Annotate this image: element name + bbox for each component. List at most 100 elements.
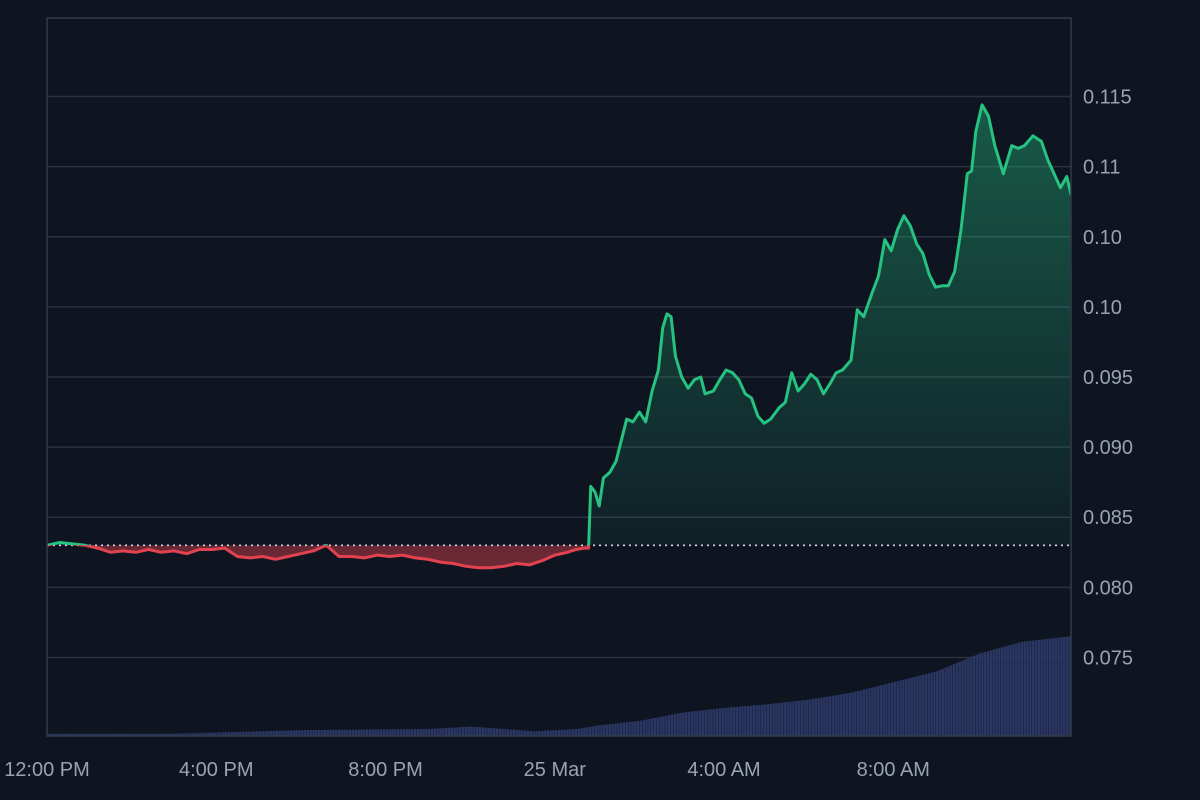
volume-bar [298,730,301,736]
volume-bar [811,698,815,736]
volume-bar [148,733,152,736]
volume-bar [961,660,964,736]
volume-bar [944,667,947,736]
volume-bar [332,729,335,736]
y-tick-label: 0.115 [1083,87,1132,109]
volume-bar [673,714,676,736]
volume-bar [518,730,521,736]
volume-bar [701,710,705,736]
volume-bar [924,674,928,736]
volume-bar [721,708,724,736]
x-tick-label: 12:00 PM [4,759,90,781]
volume-bar [117,733,120,736]
volume-bar [216,732,219,736]
volume-bar [617,723,620,736]
volume-bar [507,729,510,736]
volume-bar [580,728,583,736]
volume-bar [89,733,92,736]
volume-bar [735,706,739,736]
volume-bar [444,727,448,736]
volume-bar [662,716,665,736]
volume-bar [710,709,713,736]
volume-bar [930,672,933,736]
volume-bar [284,730,287,736]
volume-bar [936,671,939,736]
volume-bar [1000,647,1004,736]
volume-bar [238,731,242,736]
volume-bar [49,733,53,736]
volume-bar [628,721,631,736]
volume-bar [492,728,496,736]
volume-bar [348,729,352,736]
volume-bar [823,697,826,736]
volume-bar [272,730,276,736]
price-line-down [47,545,591,570]
volume-bar [854,691,857,736]
volume-bar [55,733,58,736]
volume-bar [583,727,586,736]
volume-bar [128,733,132,736]
y-tick-label: 0.090 [1083,437,1133,459]
volume-bar [834,695,837,736]
volume-bar [193,733,197,736]
volume-bar [814,698,818,736]
volume-bar [1012,644,1015,736]
volume-bar [913,676,916,736]
volume-bar [185,733,188,736]
volume-bar [190,733,194,736]
volume-bar [998,648,1001,736]
volume-bar [495,728,499,736]
volume-bar [422,728,425,736]
volume-bar [267,731,270,736]
volume-bar [676,713,679,736]
volume-bar [857,690,860,736]
volume-bar [219,732,222,736]
volume-bar [684,712,688,736]
volume-bar [571,729,575,736]
volume-bar [809,699,812,736]
volume-bar [385,729,389,736]
volume-bar [75,733,78,736]
volume-bar [329,729,332,736]
volume-bar [837,694,840,736]
volume-bar [247,731,250,736]
volume-bar [464,726,468,736]
volume-bar [921,674,925,736]
volume-bar [591,726,595,736]
volume-bar [873,686,877,736]
volume-bar [916,676,919,736]
volume-bar [679,712,682,736]
volume-bar [967,658,970,736]
volume-bar [636,720,640,736]
volume-bar [574,729,578,736]
volume-bar [453,727,456,736]
volume-bar [797,700,801,736]
volume-bar [546,730,549,736]
volume-bar [972,655,976,736]
volume-bar [210,732,214,736]
volume-bar [402,729,406,736]
volume-bar [368,729,372,736]
volume-bar [1023,641,1026,736]
x-tick-label: 8:00 AM [857,759,930,781]
volume-bar [902,679,905,736]
price-line-up [47,103,1071,546]
volume-bar [698,710,702,736]
y-axis: 0.115 0.11 0.10 0.10 0.095 0.090 0.085 0.080 0.0… [1083,87,1133,670]
volume-bar [947,666,950,736]
volume-bar [490,728,493,736]
volume-bar [532,731,535,736]
volume-bar [840,694,843,736]
volume-bar [611,723,614,736]
volume-bar [380,729,383,736]
volume-bar [134,733,137,736]
volume-bar [577,728,581,736]
volume-bar [202,732,205,736]
volume-bar [775,703,778,736]
volume-bar [650,718,654,736]
volume-bar [436,728,439,736]
volume-bar [1043,639,1046,736]
volume-bar [955,662,959,736]
volume-bar [241,731,245,736]
volume-bar [154,733,157,736]
